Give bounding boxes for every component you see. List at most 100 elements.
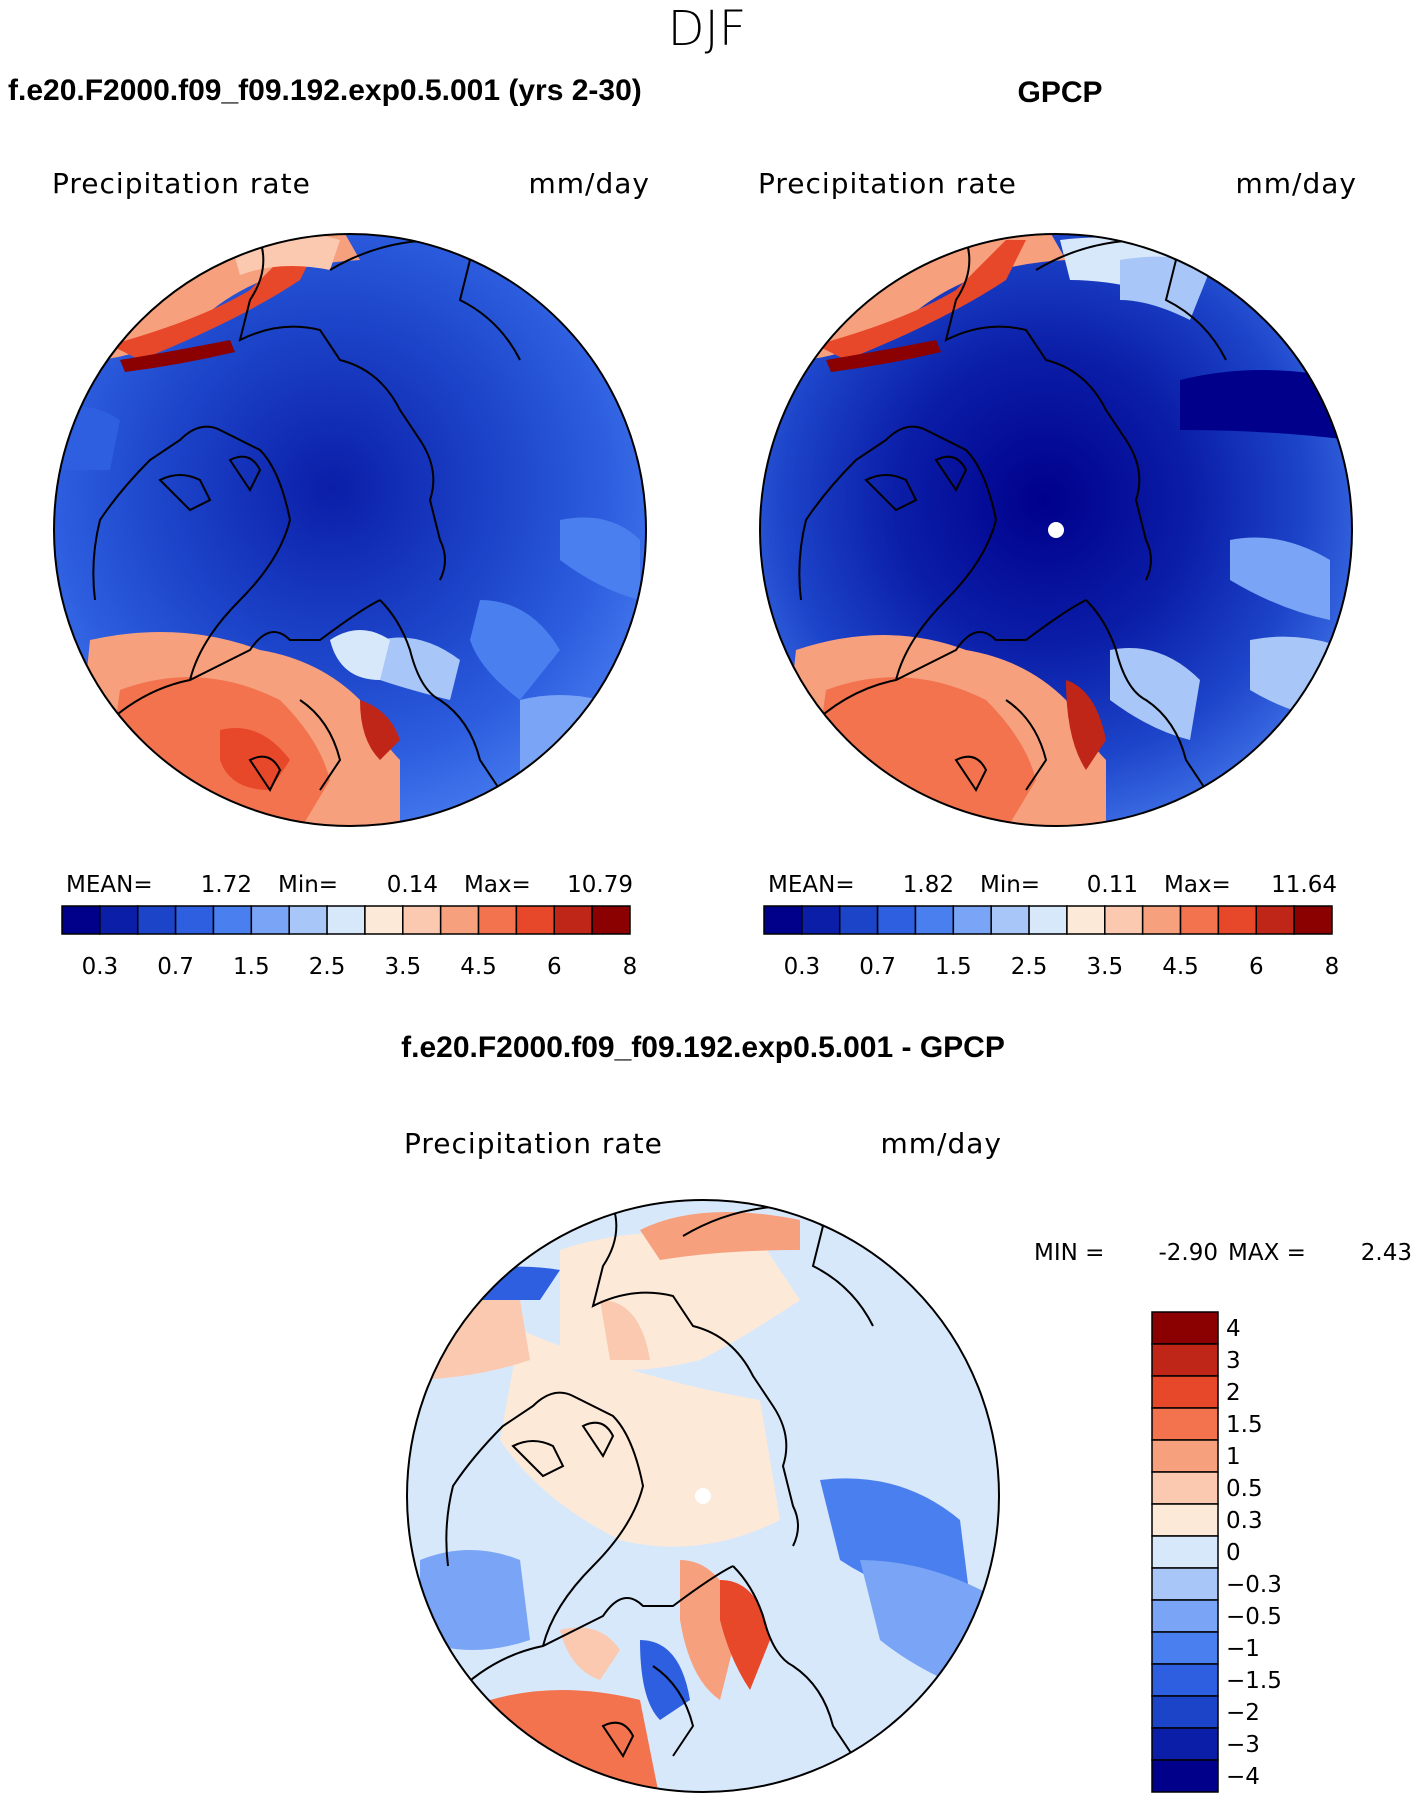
- map-obs: [759, 233, 1353, 827]
- min-value: 0.14: [387, 872, 438, 898]
- max-value: 11.64: [1271, 872, 1337, 898]
- panel-obs-units-label: mm/day: [1236, 167, 1358, 200]
- colorbar-obs-box: [1141, 905, 1182, 935]
- colorbar-obs-box: [1066, 905, 1106, 935]
- colorbar-obs-tick-label: 8: [1325, 954, 1340, 980]
- panel-diff-title: f.e20.F2000.f09_f09.192.exp0.5.001 - GPC…: [401, 1031, 1005, 1064]
- colorbar-obs-box: [1179, 905, 1220, 935]
- panel-model-title: f.e20.F2000.f09_f09.192.exp0.5.001 (yrs …: [8, 74, 642, 107]
- max-label: Max=: [1164, 872, 1231, 898]
- colorbar-model-tick-label: 4.5: [460, 954, 497, 980]
- colorbar-diff-box: [1151, 1375, 1219, 1409]
- colorbar-model-tick-label: 0.3: [82, 954, 119, 980]
- max-value: 10.79: [567, 872, 633, 898]
- colorbar-diff-tick-label: 4: [1226, 1316, 1241, 1342]
- mean-value: 1.82: [903, 872, 954, 898]
- colorbar-diff-box: [1151, 1695, 1219, 1729]
- colorbar-diff-tick-label: −4: [1226, 1764, 1260, 1790]
- colorbar-diff-box: [1151, 1311, 1219, 1345]
- colorbar-diff-box: [1151, 1727, 1219, 1761]
- mean-value: 1.72: [201, 872, 252, 898]
- min-label: MIN =: [1034, 1240, 1104, 1266]
- colorbar-obs-box: [990, 905, 1030, 935]
- colorbar-diff-box: [1151, 1535, 1219, 1569]
- colorbar-diff-tick-label: −3: [1226, 1732, 1260, 1758]
- colorbar-model-tick-label: 6: [547, 954, 562, 980]
- colorbar-obs-tick-label: 0.7: [859, 954, 896, 980]
- max-label: MAX =: [1228, 1240, 1306, 1266]
- panel-diff-field-label: Precipitation rate: [404, 1127, 663, 1160]
- colorbar-model-box: [99, 905, 139, 935]
- colorbar-diff-tick-label: −0.5: [1226, 1604, 1282, 1630]
- colorbar-obs-box: [1104, 905, 1144, 935]
- colorbar-diff-box: [1151, 1567, 1219, 1601]
- colorbar-diff-box: [1151, 1599, 1219, 1633]
- colorbar-diff-box: [1151, 1407, 1219, 1441]
- colorbar-model-tick-label: 0.7: [157, 954, 194, 980]
- colorbar-model-box: [174, 905, 215, 935]
- colorbar-model-box: [439, 905, 480, 935]
- colorbar-obs-tick-label: 1.5: [935, 954, 972, 980]
- colorbar-diff-box: [1151, 1471, 1219, 1505]
- colorbar-diff-tick-label: 3: [1226, 1348, 1241, 1374]
- colorbar-obs-box: [838, 905, 879, 935]
- colorbar-model-tick-label: 3.5: [385, 954, 422, 980]
- colorbar-diff-box: [1151, 1759, 1219, 1793]
- colorbar-model-box: [515, 905, 556, 935]
- map-diff: [406, 1199, 1000, 1793]
- min-label: Min=: [278, 872, 338, 898]
- min-label: Min=: [980, 872, 1040, 898]
- colorbar-obs-box: [914, 905, 955, 935]
- colorbar-diff-tick-label: 1: [1226, 1444, 1241, 1470]
- panel-diff-units-label: mm/day: [881, 1127, 1003, 1160]
- colorbar-obs-box: [763, 905, 803, 935]
- colorbar-obs-box: [1255, 905, 1295, 935]
- colorbar-diff-tick-label: −0.3: [1226, 1572, 1282, 1598]
- colorbar-obs-tick-label: 2.5: [1011, 954, 1048, 980]
- max-value: 2.43: [1361, 1240, 1412, 1266]
- colorbar-obs-tick-label: 6: [1249, 954, 1264, 980]
- colorbar-model-box: [136, 905, 177, 935]
- panel-obs-field-label: Precipitation rate: [758, 167, 1017, 200]
- colorbar-diff-box: [1151, 1343, 1219, 1377]
- colorbar-obs-box: [1217, 905, 1258, 935]
- colorbar-obs-box: [1293, 905, 1333, 935]
- colorbar-model-tick-label: 1.5: [233, 954, 270, 980]
- panel-obs-title: GPCP: [1017, 76, 1102, 109]
- colorbar-model-box: [591, 905, 631, 935]
- colorbar-model-box: [364, 905, 404, 935]
- colorbar-diff: 4 3 2 1.5 1 0.5 0.3 0 −0.3 −0.5 −1 −1.5 −2 −3 −4: [1151, 1311, 1282, 1793]
- colorbar-diff-box: [1151, 1503, 1219, 1537]
- colorbar-model-box: [477, 905, 518, 935]
- colorbar-diff-box: [1151, 1439, 1219, 1473]
- min-value: 0.11: [1087, 872, 1138, 898]
- panel-model-units-label: mm/day: [529, 167, 651, 200]
- colorbar-model-box: [212, 905, 253, 935]
- map-model: [53, 233, 647, 827]
- colorbar-model-tick-label: 2.5: [309, 954, 346, 980]
- colorbar-obs: 0.3 0.7 1.5 2.5 3.5 4.5 6 8: [763, 905, 1340, 980]
- colorbar-diff-tick-label: 0.5: [1226, 1476, 1263, 1502]
- colorbar-model-box: [402, 905, 442, 935]
- colorbar-model-box: [61, 905, 101, 935]
- panel-model-field-label: Precipitation rate: [52, 167, 311, 200]
- colorbar-diff-box: [1151, 1631, 1219, 1665]
- colorbar-model-box: [250, 905, 290, 935]
- colorbar-model-box: [553, 905, 593, 935]
- min-value: -2.90: [1158, 1240, 1218, 1266]
- season-title: DJF: [668, 1, 747, 57]
- colorbar-obs-box: [1028, 905, 1068, 935]
- panel-model-stats: MEAN= 1.72 Min= 0.14 Max= 10.79: [66, 872, 633, 898]
- colorbar-diff-tick-label: 0.3: [1226, 1508, 1263, 1534]
- colorbar-obs-tick-label: 3.5: [1087, 954, 1124, 980]
- colorbar-obs-box: [801, 905, 841, 935]
- colorbar-obs-tick-label: 0.3: [784, 954, 821, 980]
- panel-obs-stats: MEAN= 1.82 Min= 0.11 Max= 11.64: [768, 872, 1337, 898]
- colorbar-diff-box: [1151, 1663, 1219, 1697]
- colorbar-obs-box: [952, 905, 992, 935]
- colorbar-diff-tick-label: 0: [1226, 1540, 1241, 1566]
- colorbar-model: 0.3 0.7 1.5 2.5 3.5 4.5 6 8: [61, 905, 637, 980]
- panel-diff-stats: MIN = -2.90 MAX = 2.43: [1034, 1240, 1412, 1266]
- colorbar-diff-tick-label: −2: [1226, 1700, 1260, 1726]
